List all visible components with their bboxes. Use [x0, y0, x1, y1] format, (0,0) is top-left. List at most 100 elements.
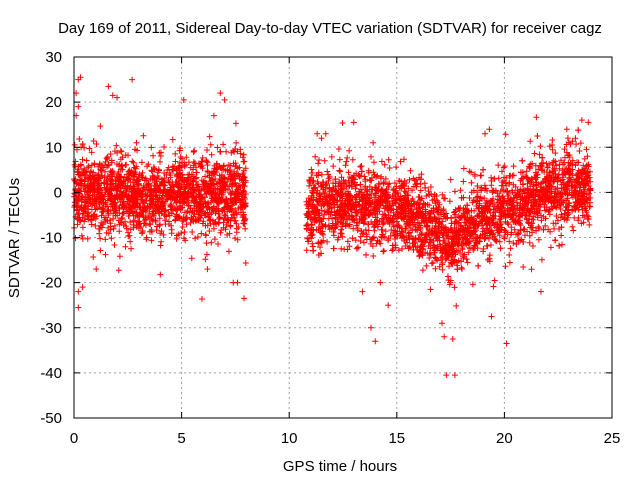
- data-point: [112, 207, 119, 214]
- data-point: [163, 194, 170, 201]
- data-point: [388, 227, 395, 233]
- data-point: [380, 247, 387, 254]
- data-point: [464, 225, 471, 231]
- data-point: [474, 182, 481, 189]
- data-point: [126, 198, 133, 205]
- data-point: [535, 192, 542, 199]
- data-point: [416, 247, 423, 254]
- data-point: [328, 153, 335, 160]
- data-point: [306, 177, 313, 184]
- data-point: [400, 156, 407, 163]
- data-point: [103, 155, 110, 162]
- data-point: [558, 157, 565, 164]
- data-point: [143, 205, 150, 212]
- data-point: [79, 156, 86, 163]
- data-point: [178, 183, 185, 190]
- data-point: [132, 165, 139, 172]
- data-point: [463, 256, 470, 263]
- data-point: [240, 167, 247, 174]
- data-point: [104, 180, 111, 187]
- data-point: [481, 182, 488, 189]
- data-point: [229, 199, 236, 206]
- data-point: [561, 159, 568, 166]
- data-point: [237, 146, 244, 153]
- data-point: [239, 181, 246, 188]
- data-point: [323, 180, 330, 187]
- data-point: [82, 195, 89, 202]
- data-point: [378, 197, 385, 204]
- data-point: [500, 209, 507, 216]
- data-point: [466, 238, 473, 245]
- data-point: [383, 203, 390, 210]
- data-point: [172, 206, 179, 213]
- data-point: [433, 255, 440, 262]
- data-point: [148, 237, 155, 244]
- data-point: [123, 187, 130, 194]
- data-point: [167, 174, 174, 181]
- data-point: [385, 302, 392, 309]
- data-point: [516, 230, 523, 237]
- data-point: [361, 195, 368, 202]
- data-point: [79, 214, 86, 221]
- data-point: [353, 192, 360, 199]
- data-point: [521, 232, 528, 239]
- data-point: [587, 178, 594, 185]
- data-point: [183, 154, 190, 161]
- data-point: [395, 247, 402, 254]
- data-point: [418, 171, 425, 178]
- data-point: [480, 248, 487, 255]
- data-point: [462, 214, 469, 221]
- data-point: [471, 207, 478, 214]
- data-point: [523, 215, 530, 222]
- data-point: [227, 195, 234, 202]
- data-point: [133, 209, 140, 216]
- data-point: [78, 232, 85, 239]
- data-point: [551, 203, 558, 210]
- data-point: [367, 153, 374, 160]
- data-point: [84, 212, 91, 219]
- data-point: [170, 183, 177, 190]
- data-point: [354, 244, 361, 251]
- data-point: [552, 237, 559, 244]
- data-point: [365, 227, 372, 234]
- data-point: [377, 201, 384, 208]
- data-point: [532, 162, 539, 169]
- data-point: [175, 184, 182, 191]
- data-point: [465, 207, 472, 214]
- data-point: [571, 214, 578, 221]
- data-point: [320, 184, 327, 191]
- data-point: [425, 188, 432, 195]
- data-point: [449, 249, 456, 256]
- data-point: [181, 228, 188, 235]
- data-point: [91, 178, 98, 185]
- data-point: [578, 175, 585, 182]
- data-point: [528, 199, 535, 206]
- data-point: [472, 221, 479, 228]
- data-point: [73, 206, 80, 213]
- data-point: [180, 96, 187, 103]
- data-point: [546, 160, 553, 167]
- data-point: [564, 135, 571, 142]
- data-point: [162, 188, 169, 195]
- data-point: [345, 169, 352, 176]
- data-point: [326, 205, 333, 212]
- data-point: [368, 177, 375, 184]
- data-point: [107, 223, 114, 230]
- data-point: [304, 214, 311, 221]
- data-point: [519, 169, 526, 176]
- data-point: [476, 200, 483, 207]
- data-point: [315, 214, 322, 221]
- data-point: [478, 218, 485, 225]
- data-point: [78, 202, 85, 209]
- data-point: [188, 186, 195, 193]
- data-point: [173, 193, 180, 200]
- data-point: [502, 212, 509, 219]
- data-point: [331, 204, 338, 211]
- data-point: [81, 218, 88, 225]
- data-point: [352, 199, 359, 206]
- data-point: [104, 154, 111, 161]
- data-point: [213, 161, 220, 168]
- data-point: [577, 201, 584, 208]
- data-point: [136, 176, 143, 183]
- data-point: [558, 232, 565, 239]
